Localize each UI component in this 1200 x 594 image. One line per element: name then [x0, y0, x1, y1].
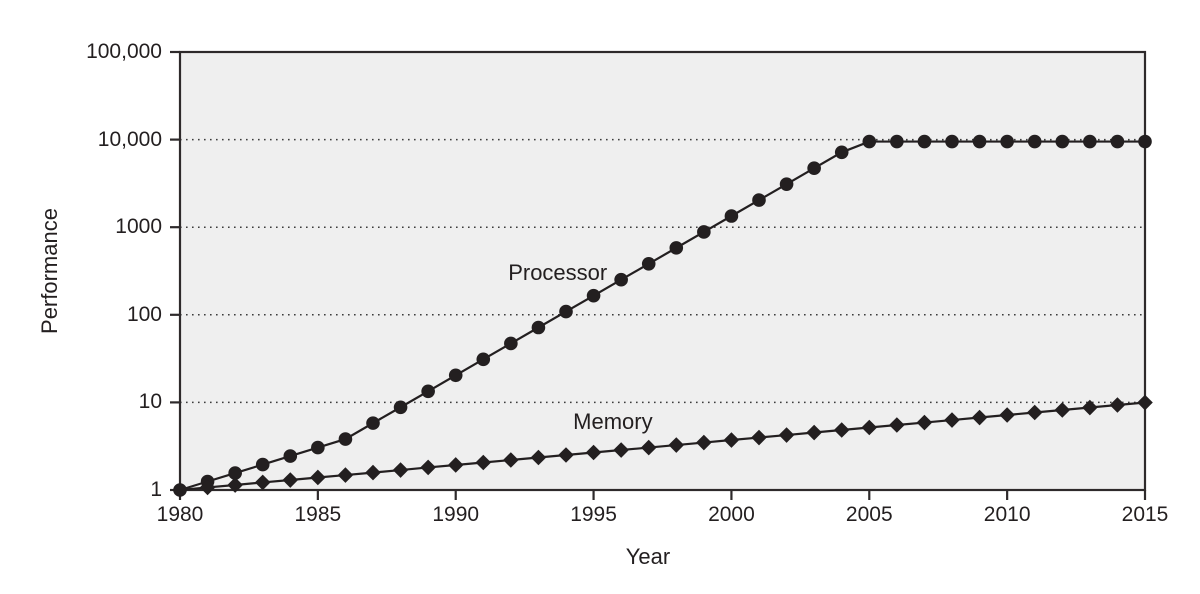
processor-point-1999 [697, 225, 711, 239]
processor-data-points [173, 134, 1152, 497]
memory-point-1981 [199, 479, 216, 496]
processor-point-1987 [366, 416, 380, 430]
processor-point-2006 [890, 134, 904, 149]
processor-point-2013 [1083, 134, 1097, 149]
memory-point-1995 [585, 444, 602, 461]
processor-series-label: Processor [508, 260, 608, 285]
processor-point-1985 [311, 440, 325, 455]
processor-point-2014 [1110, 134, 1125, 149]
memory-point-1999 [696, 434, 712, 451]
processor-point-2003 [807, 161, 821, 176]
processor-point-1989 [421, 384, 435, 399]
processor-point-1996 [614, 272, 628, 287]
processor-point-1984 [283, 449, 298, 463]
processor-point-1998 [669, 241, 684, 255]
memory-series-label: Memory [573, 409, 653, 435]
processor-point-2002 [779, 177, 794, 191]
processor-point-1986 [338, 432, 353, 446]
processor-point-1990 [448, 368, 463, 383]
memory-point-1980 [172, 482, 188, 498]
memory-point-1993 [530, 449, 547, 466]
memory-point-1989 [420, 459, 436, 476]
processor-point-1992 [504, 336, 518, 351]
processor-point-1983 [255, 457, 270, 472]
processor-point-2010 [1000, 134, 1014, 149]
processor-point-2004 [834, 145, 849, 160]
memory-point-2010 [999, 407, 1015, 423]
plot-area [180, 52, 1145, 490]
processor-point-1994 [559, 304, 573, 319]
processor-point-1993 [531, 320, 546, 335]
memory-point-2008 [944, 412, 960, 428]
memory-point-2001 [751, 429, 767, 446]
plot-border [178, 50, 1147, 492]
memory-point-2015 [1137, 394, 1153, 411]
processor-point-2011 [1027, 134, 1042, 149]
memory-point-2007 [916, 414, 933, 431]
memory-point-2002 [778, 427, 795, 443]
memory-point-1998 [668, 437, 685, 453]
memory-point-2004 [833, 422, 850, 438]
memory-point-1991 [475, 454, 492, 471]
memory-point-2005 [861, 419, 878, 436]
y-axis-title: Performance [37, 208, 62, 334]
processor-point-2009 [972, 134, 987, 149]
processor-point-2008 [945, 134, 959, 149]
memory-point-2013 [1082, 399, 1098, 416]
memory-point-2012 [1054, 402, 1071, 418]
processor-point-2015 [1138, 134, 1152, 149]
x-axis-title: Year [625, 544, 671, 569]
processor-point-2005 [862, 134, 877, 149]
memory-point-2011 [1026, 404, 1043, 421]
processor-point-1995 [586, 288, 601, 303]
memory-point-1985 [310, 469, 326, 486]
processor-point-2012 [1055, 134, 1070, 149]
memory-point-2000 [723, 432, 740, 448]
memory-point-1982 [227, 477, 243, 493]
memory-point-1990 [447, 457, 464, 473]
memory-point-1987 [365, 464, 381, 481]
memory-point-2014 [1109, 397, 1126, 413]
processor-point-2000 [724, 209, 739, 223]
memory-point-1997 [640, 439, 657, 456]
memory-point-2009 [971, 409, 988, 426]
memory-point-1996 [613, 442, 629, 458]
memory-point-1984 [282, 472, 299, 488]
memory-data-points [172, 394, 1153, 498]
memory-point-1994 [558, 447, 574, 463]
processor-point-2007 [917, 134, 932, 149]
memory-point-2006 [889, 417, 905, 433]
memory-point-1983 [254, 474, 271, 491]
memory-point-2003 [806, 424, 822, 441]
processor-point-1988 [393, 400, 408, 415]
memory-point-1988 [392, 462, 409, 478]
processor-point-1982 [228, 466, 242, 480]
memory-point-1992 [503, 452, 519, 468]
processor-point-2001 [752, 193, 766, 207]
memory-point-1986 [337, 467, 354, 483]
processor-point-1997 [641, 257, 656, 271]
processor-point-1991 [476, 352, 491, 367]
